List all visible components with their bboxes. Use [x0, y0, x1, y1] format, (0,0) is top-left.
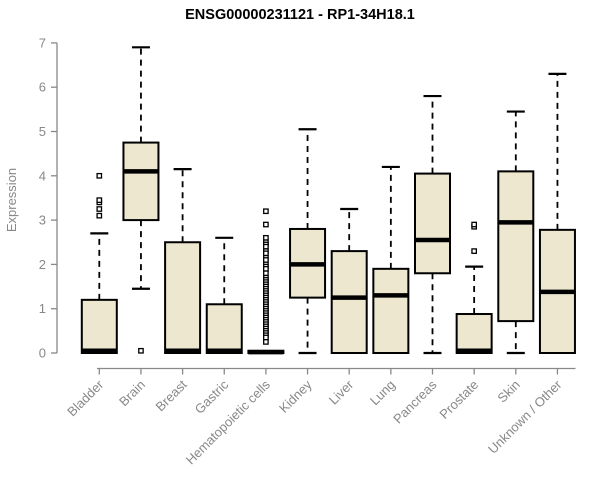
outlier-point: [263, 270, 269, 277]
iqr-box: [164, 241, 202, 354]
iqr-box: [80, 298, 118, 354]
outlier-point: [471, 221, 478, 228]
outlier-point: [263, 243, 269, 250]
x-tick-label: Kidney: [276, 377, 315, 416]
box-brain: [122, 46, 160, 354]
outlier-point: [96, 197, 103, 204]
iqr-box: [497, 170, 535, 323]
x-tick-label: Lung: [367, 377, 398, 408]
x-tick-label: Prostate: [436, 377, 481, 422]
outlier-point: [263, 208, 269, 215]
box-gastric: [205, 236, 243, 354]
outlier-point: [263, 334, 269, 341]
y-tick-label: 6: [39, 80, 46, 95]
box-hematopoietic-cells: [247, 208, 285, 355]
chart-title: ENSG00000231121 - RP1-34H18.1: [185, 7, 415, 23]
y-tick-label: 5: [39, 124, 46, 139]
outlier-point: [263, 265, 269, 272]
outlier-point: [263, 234, 269, 241]
iqr-box: [122, 141, 160, 222]
box-unknown-other: [538, 72, 576, 354]
y-axis-label: Expression: [4, 168, 19, 232]
box-skin: [497, 110, 535, 355]
outlier-point: [263, 250, 269, 257]
outlier-point: [471, 248, 478, 254]
outlier-point: [263, 257, 269, 263]
y-tick-label: 1: [39, 301, 46, 316]
outlier-point: [96, 212, 103, 219]
y-tick-label: 7: [39, 35, 46, 50]
x-tick-label: Unknown / Other: [485, 377, 565, 457]
y-tick-label: 2: [39, 257, 46, 272]
box-lung: [372, 165, 410, 354]
outlier-point: [138, 347, 144, 354]
box-breast: [164, 168, 202, 354]
iqr-box: [372, 267, 410, 354]
y-tick-label: 3: [39, 213, 46, 228]
y-tick-label: 4: [39, 168, 46, 183]
iqr-box: [205, 303, 243, 354]
iqr-box: [414, 172, 451, 275]
outlier-point: [96, 206, 103, 212]
iqr-box: [330, 250, 368, 354]
x-tick-label: Skin: [494, 377, 522, 405]
outlier-point: [96, 172, 103, 179]
x-tick-label: Liver: [326, 377, 357, 408]
outlier-point: [263, 339, 269, 345]
y-tick-label: 0: [39, 346, 46, 361]
iqr-box: [455, 313, 493, 354]
x-tick-label: Pancreas: [390, 377, 440, 427]
box-prostate: [455, 221, 493, 354]
y-axis: 0 1 2 3 4 5 6 7: [39, 35, 58, 361]
x-tick-label: Brain: [116, 377, 148, 409]
x-tick-label: Breast: [153, 377, 190, 414]
x-tick-label: Gastric: [192, 377, 232, 417]
box-liver: [330, 207, 368, 354]
box-pancreas: [414, 94, 451, 355]
box-kidney: [289, 128, 327, 355]
outlier-point: [263, 221, 269, 228]
x-tick-label: Bladder: [64, 377, 107, 420]
box-bladder: [80, 172, 118, 354]
